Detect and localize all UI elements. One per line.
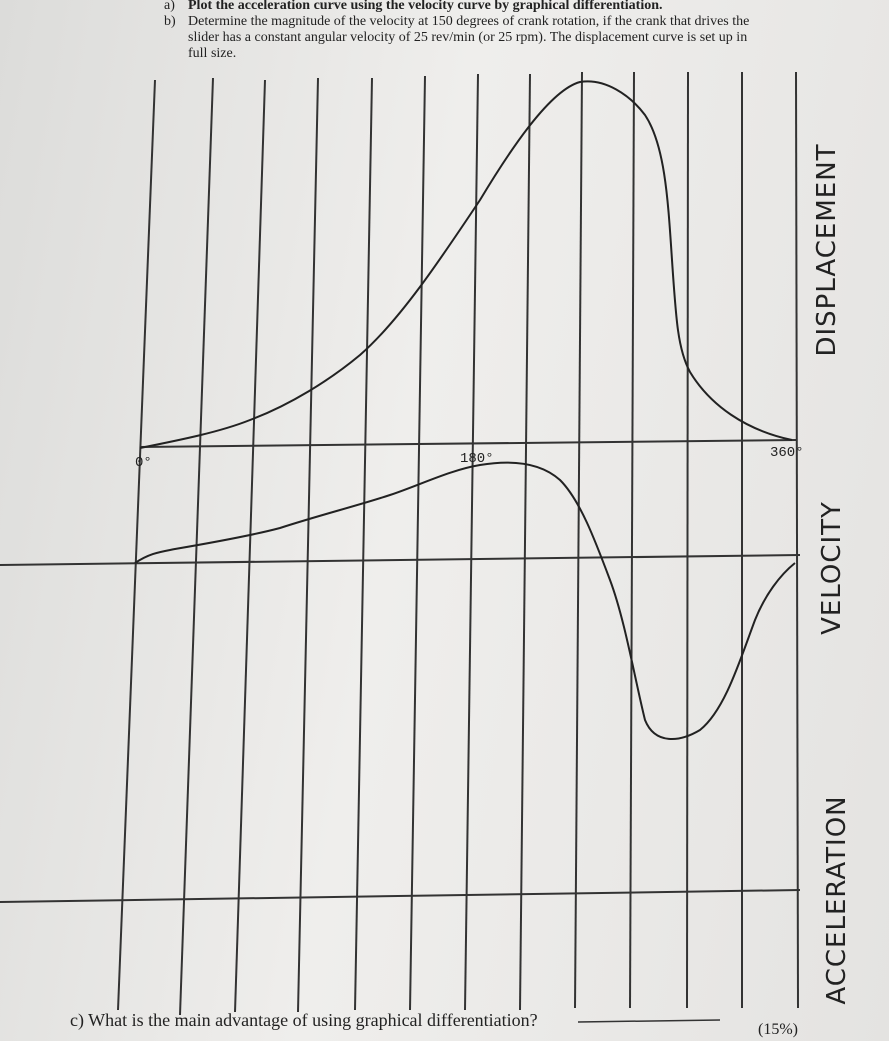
question-marker: a): [164, 0, 175, 13]
question-marker: b): [164, 14, 176, 29]
question-c: c) What is the main advantage of using g…: [70, 1010, 538, 1030]
vertical-line: [519, 73, 531, 1011]
curve-title: ACCELERATION: [822, 795, 852, 1004]
velocity-curve: [134, 461, 796, 740]
angle-label: 360°: [770, 445, 804, 461]
vertical-line: [574, 71, 583, 1009]
answer-line: [577, 1019, 721, 1023]
curve-title: VELOCITY: [817, 501, 847, 635]
vertical-line: [234, 79, 266, 1013]
curve-title: DISPLACEMENT: [812, 143, 842, 356]
points: (15%): [758, 1021, 798, 1038]
vertical-line: [409, 75, 426, 1011]
grid-lines: [0, 71, 801, 1016]
vertical-line: [464, 73, 479, 1011]
vertical-line: [354, 77, 373, 1011]
vertical-line: [297, 77, 319, 1013]
vertical-line: [179, 77, 214, 1016]
angle-label: 180°: [460, 451, 494, 467]
velocity-axis: [0, 554, 801, 566]
question-text: Plot the acceleration curve using the ve…: [188, 0, 663, 13]
vertical-line: [795, 71, 799, 1009]
displacement-curve: [139, 80, 793, 449]
vertical-line: [117, 79, 156, 1011]
displacement-axis: [139, 439, 797, 448]
question-text: Determine the magnitude of the velocity …: [188, 14, 750, 61]
angle-label: 0°: [135, 455, 152, 471]
acceleration-axis: [0, 889, 801, 903]
vertical-line: [686, 71, 689, 1009]
vertical-line: [629, 71, 635, 1009]
